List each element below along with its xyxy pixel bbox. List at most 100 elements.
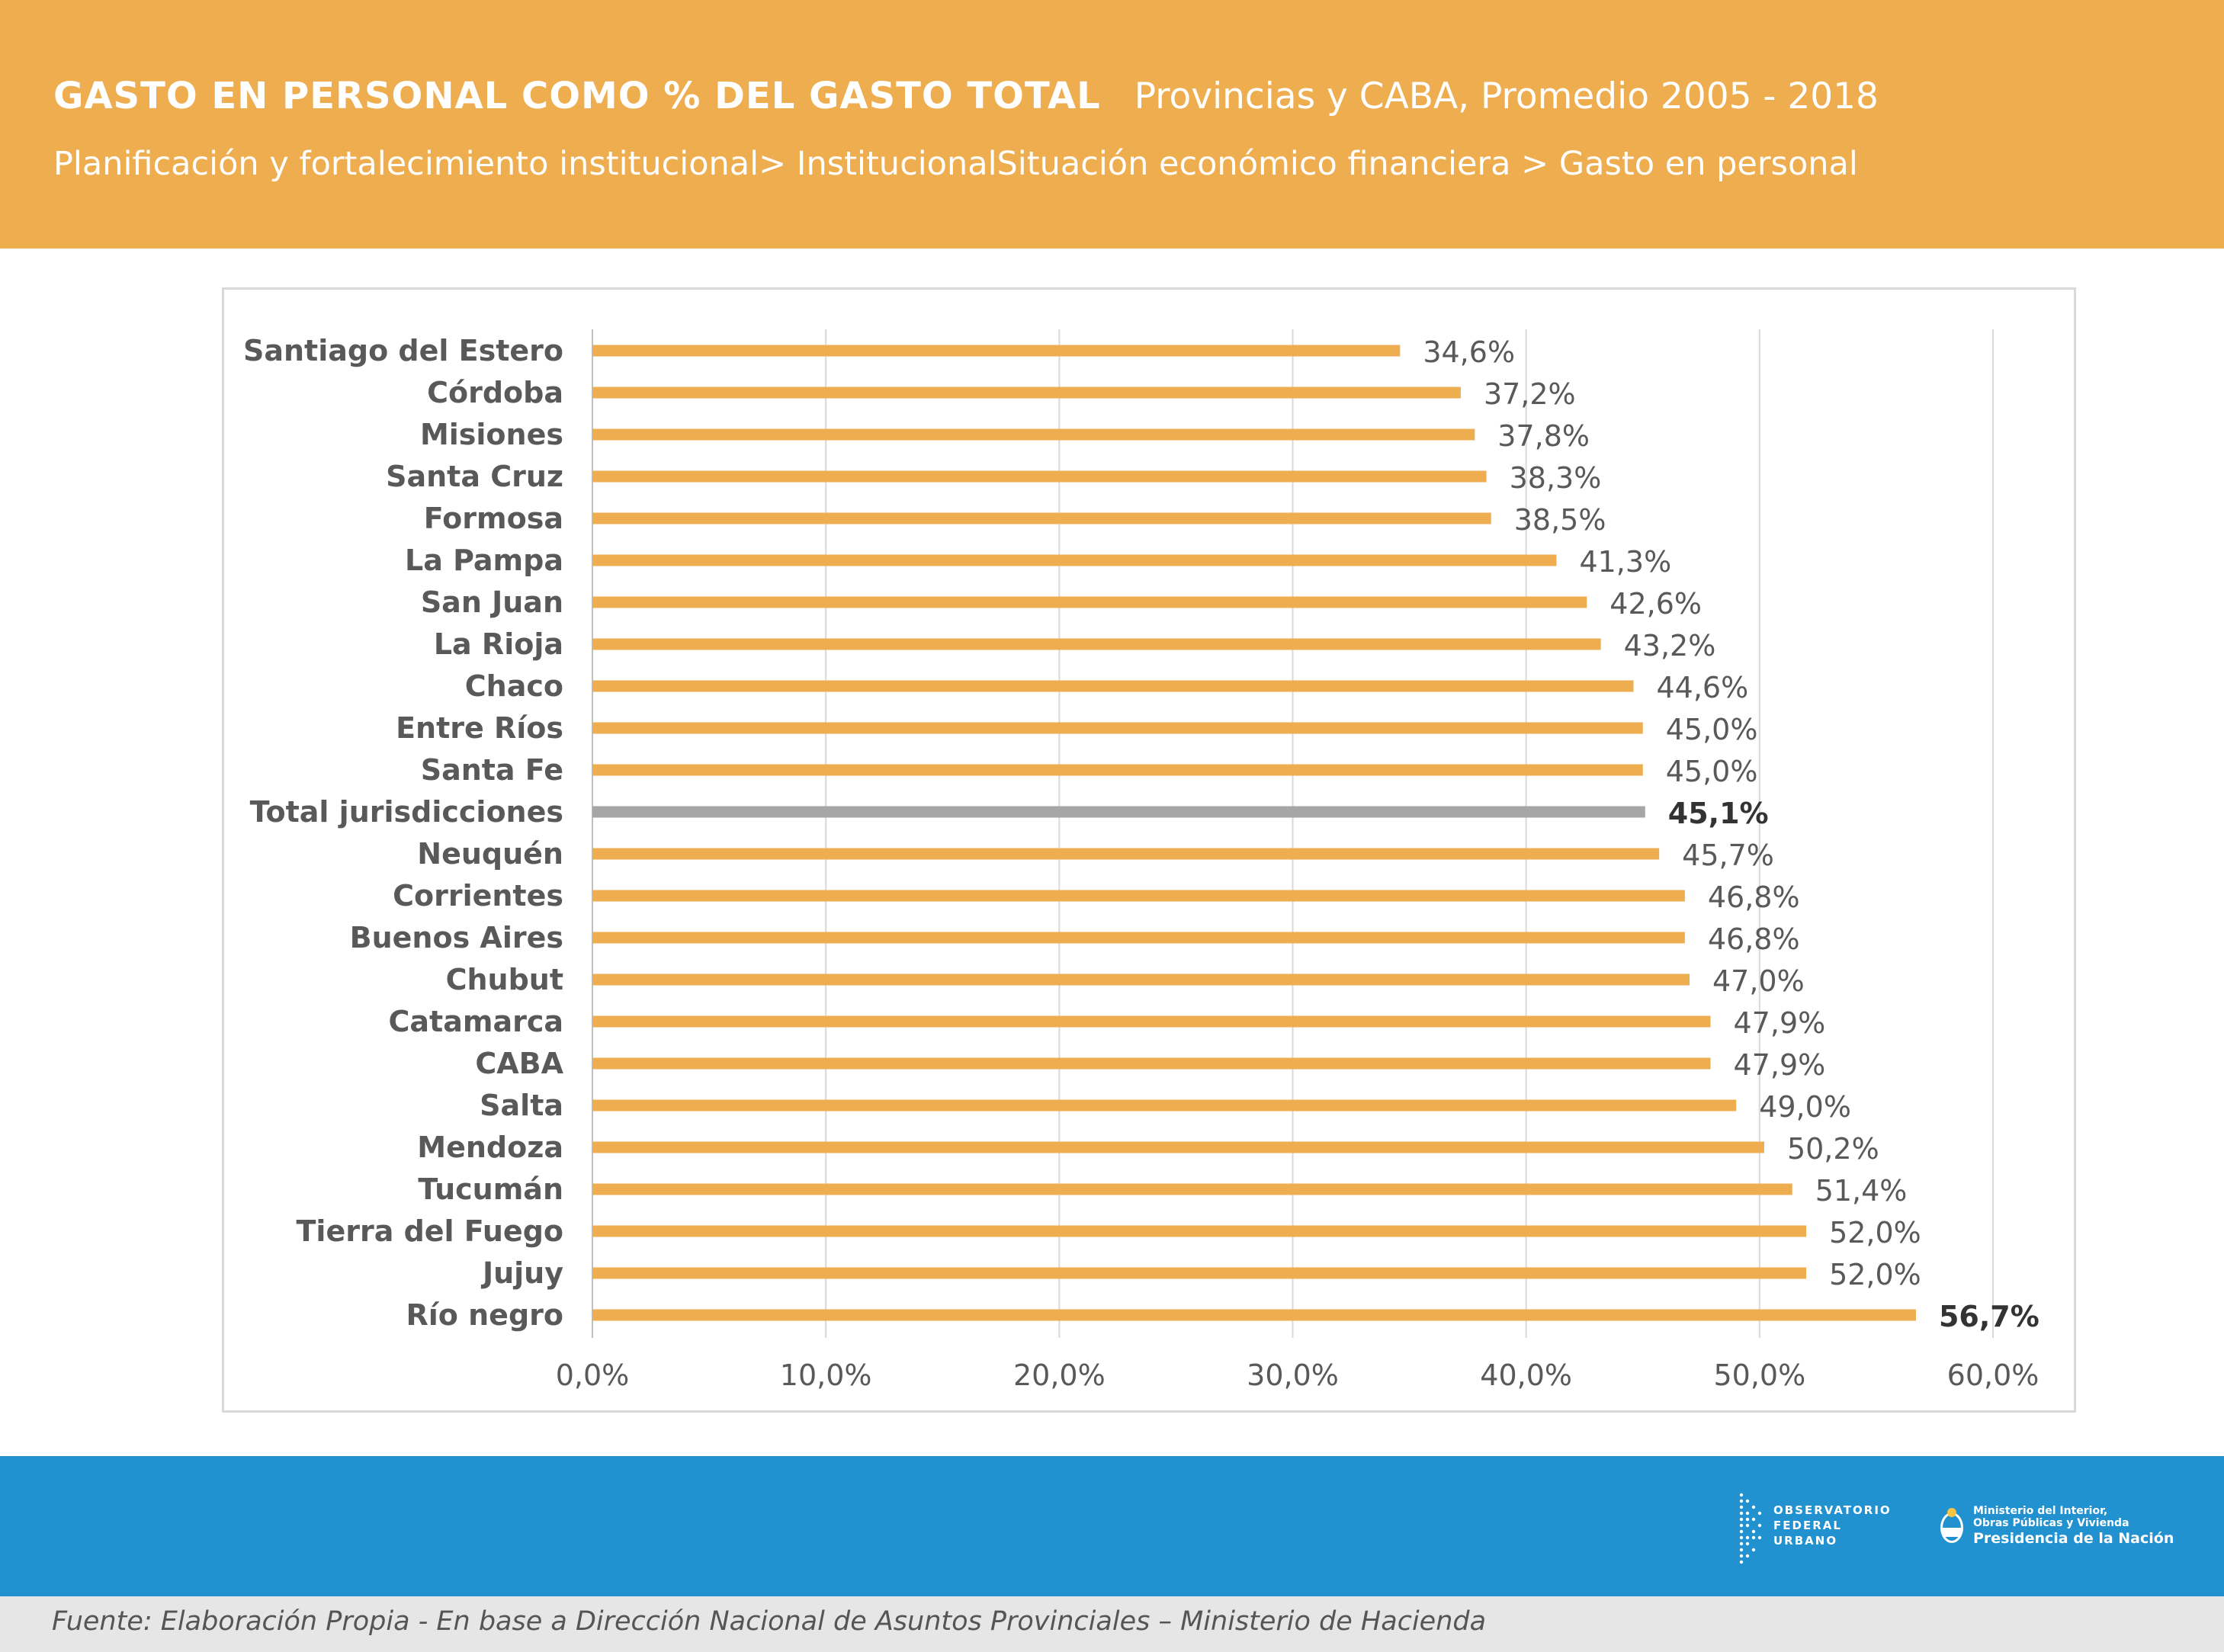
bar: [592, 764, 1643, 776]
bar: [592, 1183, 1792, 1195]
title-row: GASTO EN PERSONAL COMO % DEL GASTO TOTAL…: [53, 75, 1879, 117]
bar: [592, 470, 1487, 483]
x-tick-label: 0,0%: [556, 1358, 630, 1392]
category-label: Chubut: [446, 963, 563, 996]
category-label: Entre Ríos: [396, 711, 563, 745]
category-label: Catamarca: [389, 1005, 563, 1038]
data-label: 45,0%: [1666, 713, 1758, 746]
category-label: Córdoba: [427, 376, 563, 409]
data-label: 47,0%: [1712, 964, 1805, 998]
data-label: 49,0%: [1759, 1090, 1851, 1124]
category-label: Santa Cruz: [386, 460, 563, 493]
category-label: Corrientes: [393, 879, 563, 913]
bar: [592, 387, 1461, 399]
ministerio-logo-text: Ministerio del Interior, Obras Públicas …: [1973, 1505, 2174, 1548]
ministerio-logo: Ministerio del Interior, Obras Públicas …: [1937, 1502, 2211, 1555]
source-bar: Fuente: Elaboración Propia - En base a D…: [0, 1596, 2224, 1652]
bar: [592, 1057, 1711, 1070]
footer-band: OBSERVATORIO FEDERAL URBANO Ministerio d…: [0, 1456, 2224, 1596]
data-label: 47,9%: [1734, 1006, 1826, 1040]
x-tick-label: 30,0%: [1247, 1358, 1339, 1392]
category-label: Chaco: [465, 669, 563, 703]
category-label: Río negro: [406, 1298, 564, 1332]
category-label: La Pampa: [405, 544, 563, 577]
bar: [592, 512, 1491, 524]
bar: [592, 1225, 1807, 1237]
observatorio-logo: OBSERVATORIO FEDERAL URBANO: [1737, 1490, 1912, 1567]
bar: [592, 974, 1690, 986]
bar: [592, 1015, 1711, 1028]
bar: [592, 722, 1643, 734]
data-label: 42,6%: [1609, 587, 1702, 621]
data-label: 52,0%: [1829, 1216, 1921, 1249]
data-label: 51,4%: [1815, 1174, 1908, 1208]
data-label: 34,6%: [1423, 335, 1515, 369]
category-label: Tucumán: [418, 1172, 563, 1206]
x-tick-label: 10,0%: [780, 1358, 872, 1392]
data-label: 41,3%: [1579, 545, 1671, 579]
logo-min-line-2: Obras Públicas y Vivienda: [1973, 1517, 2129, 1529]
category-label: Formosa: [424, 502, 563, 535]
data-label: 47,9%: [1734, 1048, 1826, 1082]
category-label: Buenos Aires: [350, 921, 563, 954]
bar: [592, 680, 1634, 692]
category-label: CABA: [475, 1047, 563, 1080]
data-label: 56,7%: [1939, 1300, 2039, 1333]
bar-chart: 0,0% 10,0% 20,0% 30,0% 40,0% 50,0% 60,0% Santia…: [243, 329, 2039, 1392]
logo-min-line-3: Presidencia de la Nación: [1973, 1530, 2174, 1547]
bar: [592, 554, 1557, 566]
bar: [592, 428, 1475, 441]
dots-logo-icon: [1739, 1493, 1762, 1564]
data-label: 46,8%: [1708, 922, 1800, 956]
bar: [592, 1267, 1807, 1279]
bar: [592, 890, 1685, 902]
bar: [592, 932, 1685, 944]
category-label: Tierra del Fuego: [297, 1214, 564, 1248]
data-label: 37,2%: [1484, 377, 1576, 411]
data-label: 45,0%: [1666, 755, 1758, 788]
data-label: 46,8%: [1708, 881, 1800, 914]
data-label: 44,6%: [1657, 671, 1749, 704]
category-label: Santa Fe: [421, 753, 563, 787]
source-note: Fuente: Elaboración Propia - En base a D…: [52, 1606, 1487, 1637]
bar: [592, 1099, 1737, 1111]
x-tick-label: 60,0%: [1947, 1358, 2039, 1392]
category-label: La Rioja: [434, 627, 563, 661]
data-label: 37,8%: [1497, 419, 1590, 453]
chart-subtitle: Provincias y CABA, Promedio 2005 - 2018: [1134, 75, 1879, 117]
data-label: 38,5%: [1514, 503, 1606, 537]
data-label: 45,7%: [1682, 839, 1774, 872]
logo-ofu-line-1: OBSERVATORIO: [1773, 1503, 1892, 1517]
chart-title: GASTO EN PERSONAL COMO % DEL GASTO TOTAL: [53, 75, 1101, 117]
bar: [592, 596, 1587, 608]
logo-min-line-1: Ministerio del Interior,: [1973, 1505, 2108, 1517]
category-label: San Juan: [421, 585, 563, 619]
data-label: 45,1%: [1668, 797, 1769, 830]
category-label: Total jurisdicciones: [250, 795, 563, 829]
category-label: Santiago del Estero: [243, 334, 563, 367]
bar: [592, 806, 1645, 818]
category-label: Misiones: [420, 418, 563, 451]
header-banner: GASTO EN PERSONAL COMO % DEL GASTO TOTAL…: [0, 0, 2224, 249]
category-label: Salta: [480, 1089, 563, 1122]
bar: [592, 1309, 1916, 1321]
x-tick-label: 40,0%: [1480, 1358, 1572, 1392]
bar: [592, 345, 1401, 357]
bar: [592, 1141, 1764, 1153]
category-label: Jujuy: [480, 1256, 563, 1290]
coat-of-arms-icon: [1940, 1508, 1963, 1543]
logo-ofu-line-3: URBANO: [1773, 1534, 1838, 1548]
breadcrumb: Planificación y fortalecimiento instituc…: [53, 145, 1858, 183]
data-label: 52,0%: [1829, 1258, 1921, 1291]
logo-ofu-line-2: FEDERAL: [1773, 1519, 1842, 1532]
category-label: Neuquén: [417, 837, 563, 871]
data-label: 50,2%: [1787, 1132, 1879, 1166]
category-label: Mendoza: [417, 1131, 563, 1164]
x-tick-label: 50,0%: [1713, 1358, 1805, 1392]
data-label: 38,3%: [1510, 461, 1602, 495]
data-label: 43,2%: [1624, 629, 1716, 662]
chart-panel: 0,0% 10,0% 20,0% 30,0% 40,0% 50,0% 60,0% Santia…: [222, 287, 2076, 1413]
x-tick-label: 20,0%: [1013, 1358, 1106, 1392]
observatorio-logo-text: OBSERVATORIO FEDERAL URBANO: [1773, 1503, 1892, 1548]
bar: [592, 638, 1601, 650]
